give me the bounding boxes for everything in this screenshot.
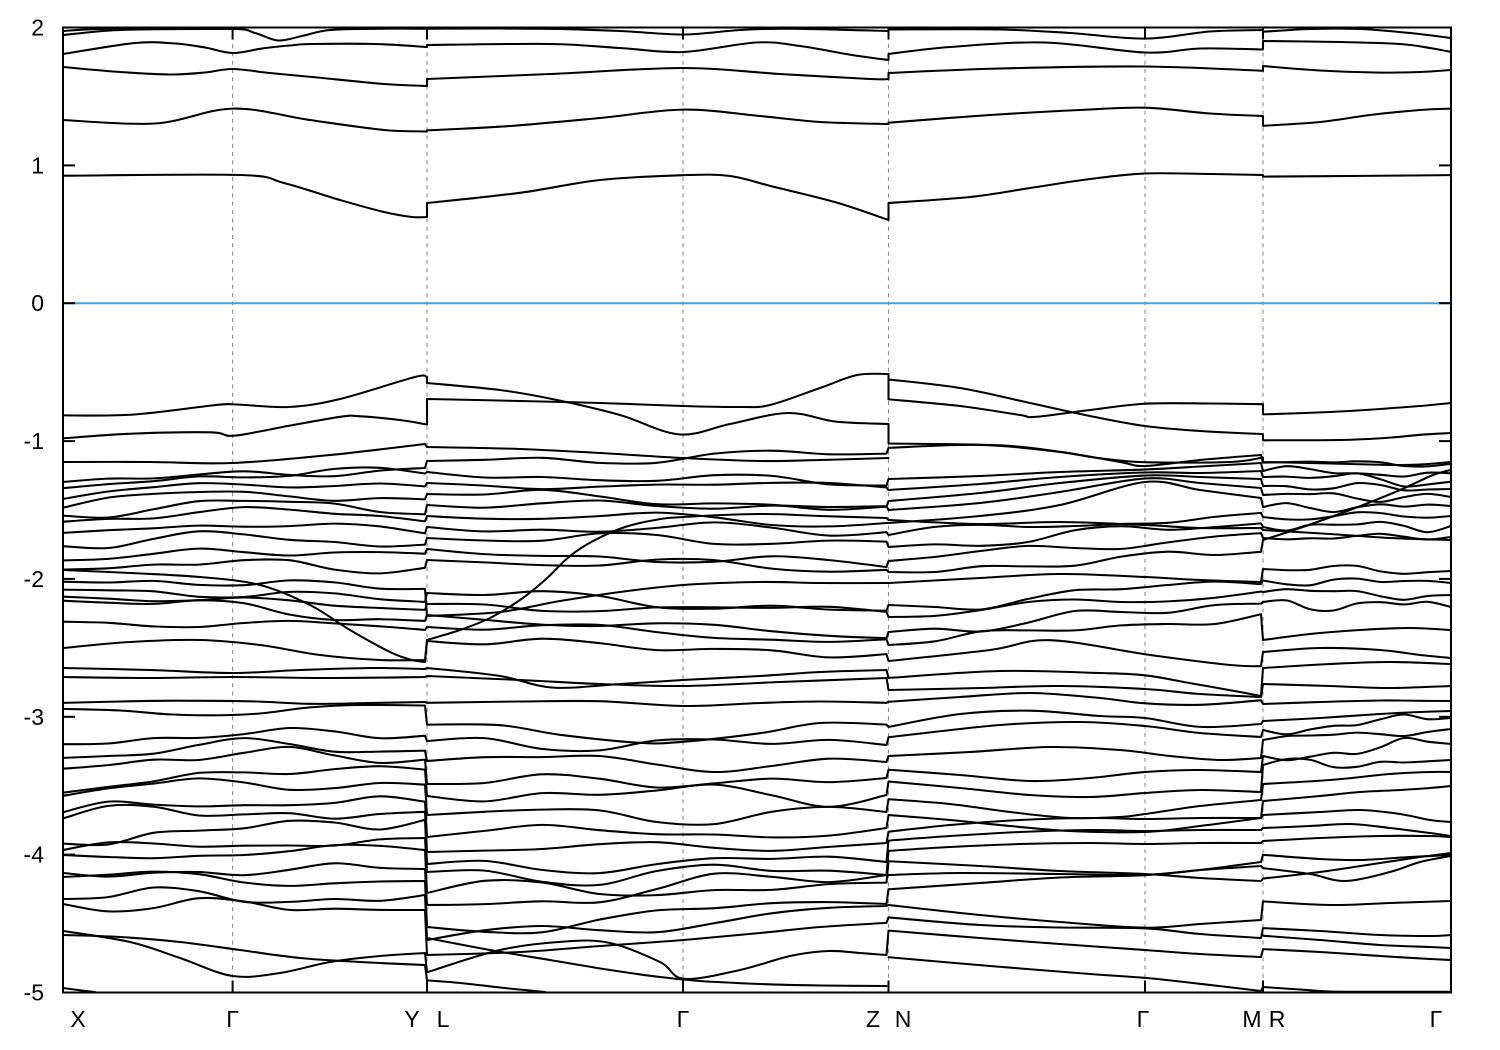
svg-text:1: 1 (31, 152, 44, 178)
svg-text:2: 2 (31, 15, 44, 41)
svg-text:L: L (437, 1006, 450, 1032)
svg-text:R: R (1269, 1006, 1286, 1032)
svg-text:N: N (895, 1006, 912, 1032)
svg-text:-5: -5 (24, 980, 44, 1006)
svg-text:0: 0 (31, 290, 44, 316)
svg-text:M: M (1242, 1006, 1261, 1032)
svg-text:-4: -4 (24, 842, 45, 868)
svg-text:-2: -2 (24, 566, 44, 592)
svg-text:Y: Y (404, 1006, 419, 1032)
svg-text:Γ: Γ (1137, 1006, 1150, 1032)
svg-text:X: X (70, 1006, 85, 1032)
svg-text:Z: Z (866, 1006, 880, 1032)
svg-text:Γ: Γ (226, 1006, 239, 1032)
svg-text:Γ: Γ (677, 1006, 690, 1032)
svg-text:-1: -1 (24, 428, 44, 454)
svg-text:Γ: Γ (1430, 1006, 1443, 1032)
svg-text:-3: -3 (24, 704, 44, 730)
